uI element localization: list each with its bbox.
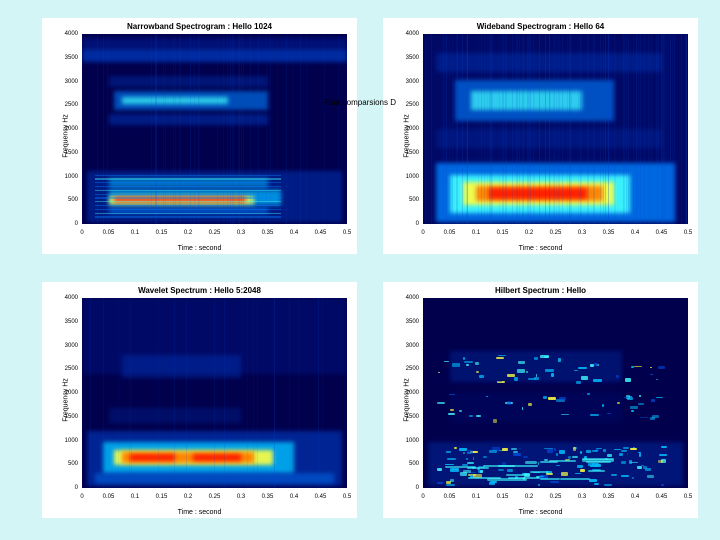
chart-grid: Narrowband Spectrogram : Hello 1024 0500… <box>42 18 698 518</box>
panel-bl-ylabel: Frequency Hz <box>62 378 69 422</box>
panel-bl-xlabel: Time : second <box>42 509 357 516</box>
panel-bl-title: Wavelet Spectrum : Hello 5:2048 <box>42 286 357 295</box>
panel-tl: Narrowband Spectrogram : Hello 1024 0500… <box>42 18 357 254</box>
panel-tl-plot <box>82 34 347 224</box>
panel-bl: Wavelet Spectrum : Hello 5:2048 05001000… <box>42 282 357 518</box>
panel-bl-plot <box>82 298 347 488</box>
panel-tl-xlabel: Time : second <box>42 245 357 252</box>
center-label: Four comparsions D <box>324 98 396 107</box>
panel-tr-xlabel: Time : second <box>383 245 698 252</box>
panel-bl-xticks: 00.050.10.150.20.250.30.350.40.450.5 <box>82 494 347 504</box>
panel-tr: Wideband Spectrogram : Hello 64 05001000… <box>383 18 698 254</box>
panel-br-title: Hilbert Spectrum : Hello <box>383 286 698 295</box>
panel-br-xticks: 00.050.10.150.20.250.30.350.40.450.5 <box>423 494 688 504</box>
panel-br-xlabel: Time : second <box>383 509 698 516</box>
panel-tl-ylabel: Frequency Hz <box>62 114 69 158</box>
panel-br-plot <box>423 298 688 488</box>
panel-br-ylabel: Frequency Hz <box>403 378 410 422</box>
panel-tr-title: Wideband Spectrogram : Hello 64 <box>383 22 698 31</box>
panel-tr-xticks: 00.050.10.150.20.250.30.350.40.450.5 <box>423 230 688 240</box>
panel-tl-title: Narrowband Spectrogram : Hello 1024 <box>42 22 357 31</box>
panel-tr-ylabel: Frequency Hz <box>403 114 410 158</box>
panel-br: Hilbert Spectrum : Hello 050010001500200… <box>383 282 698 518</box>
panel-tl-xticks: 00.050.10.150.20.250.30.350.40.450.5 <box>82 230 347 240</box>
panel-tr-plot <box>423 34 688 224</box>
